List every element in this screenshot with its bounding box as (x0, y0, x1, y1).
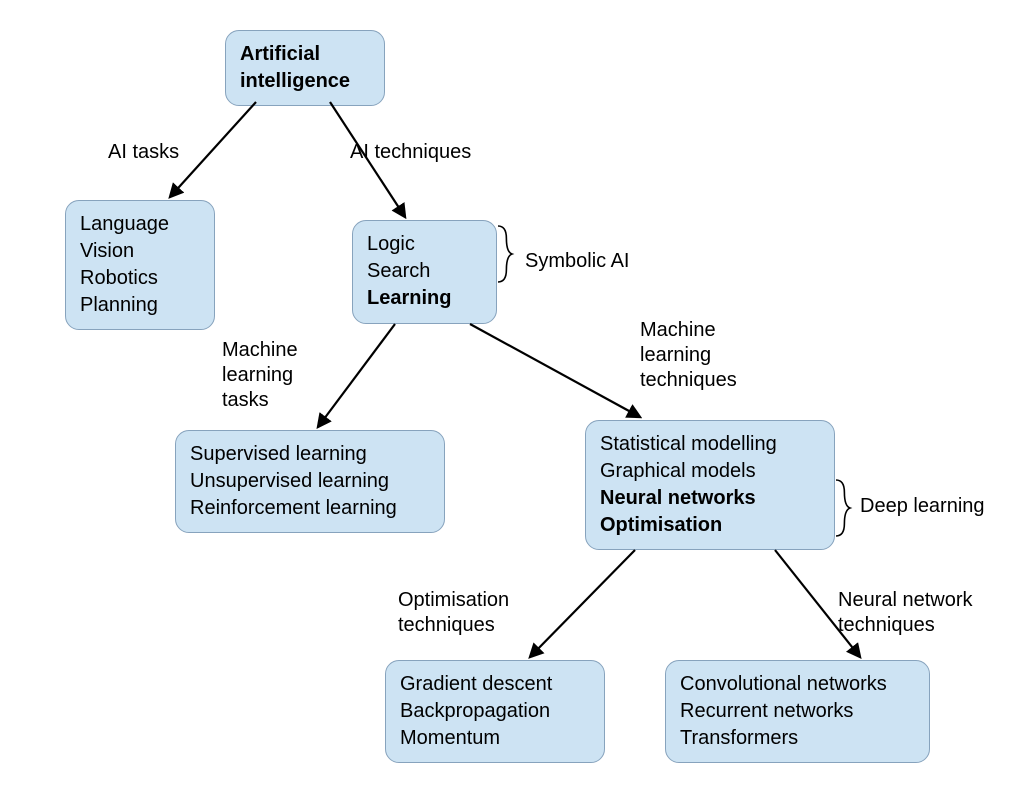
node-text: Transformers (680, 725, 915, 752)
node-text: Backpropagation (400, 698, 590, 725)
node-text: Optimisation (600, 512, 820, 539)
node-text: Unsupervised learning (190, 468, 430, 495)
node-text: Vision (80, 238, 200, 265)
edge-label-optimisation: Optimisation techniques (398, 588, 509, 638)
node-text: Graphical models (600, 458, 820, 485)
node-neural-network-techniques: Convolutional networks Recurrent network… (665, 660, 930, 763)
edge-label-ml-techniques: Machine learning techniques (640, 318, 737, 393)
node-ai-tasks: Language Vision Robotics Planning (65, 200, 215, 330)
node-ml-techniques: Statistical modelling Graphical models N… (585, 420, 835, 550)
node-text: Logic (367, 231, 482, 258)
node-text: Artificial (240, 41, 370, 68)
node-text: Statistical modelling (600, 431, 820, 458)
node-text: Recurrent networks (680, 698, 915, 725)
edge-label-ml-tasks: Machine learning tasks (222, 338, 298, 413)
node-text: Language (80, 211, 200, 238)
node-ai-techniques: Logic Search Learning (352, 220, 497, 324)
edge-label-ai-tasks: AI tasks (108, 140, 179, 165)
node-text: Convolutional networks (680, 671, 915, 698)
node-text: intelligence (240, 68, 370, 95)
annotation-deep-learning: Deep learning (860, 494, 985, 519)
edge-label-ai-techniques: AI techniques (350, 140, 471, 165)
node-ml-tasks: Supervised learning Unsupervised learnin… (175, 430, 445, 533)
node-text: Supervised learning (190, 441, 430, 468)
node-text: Gradient descent (400, 671, 590, 698)
node-text: Planning (80, 292, 200, 319)
node-text: Robotics (80, 265, 200, 292)
node-text: Momentum (400, 725, 590, 752)
edge-label-neural-network: Neural network techniques (838, 588, 973, 638)
node-text: Neural networks (600, 485, 820, 512)
node-text: Learning (367, 285, 482, 312)
node-text: Search (367, 258, 482, 285)
diagram-canvas: Artificial intelligence Language Vision … (0, 0, 1024, 798)
node-text: Reinforcement learning (190, 495, 430, 522)
node-artificial-intelligence: Artificial intelligence (225, 30, 385, 106)
node-optimisation-techniques: Gradient descent Backpropagation Momentu… (385, 660, 605, 763)
annotation-symbolic-ai: Symbolic AI (525, 249, 629, 274)
